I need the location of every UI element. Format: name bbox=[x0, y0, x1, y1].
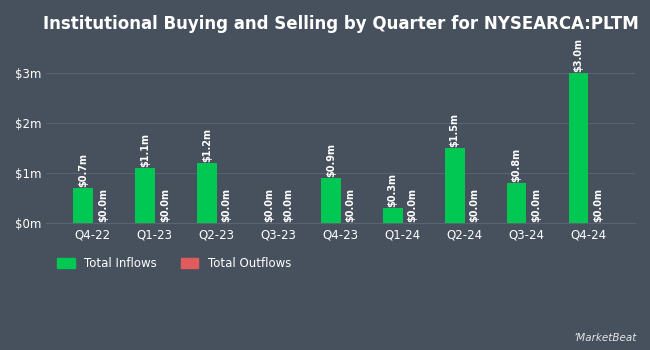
Title: Institutional Buying and Selling by Quarter for NYSEARCA:PLTM: Institutional Buying and Selling by Quar… bbox=[43, 15, 638, 33]
Text: $0.8m: $0.8m bbox=[512, 148, 521, 182]
Bar bbox=[445, 148, 465, 223]
Text: $1.2m: $1.2m bbox=[202, 128, 212, 162]
Text: $0.3m: $0.3m bbox=[387, 173, 398, 207]
Text: $0.0m: $0.0m bbox=[469, 188, 480, 222]
Text: $1.1m: $1.1m bbox=[140, 133, 150, 167]
Text: $0.0m: $0.0m bbox=[222, 188, 231, 222]
Bar bbox=[506, 183, 526, 223]
Bar bbox=[197, 163, 217, 223]
Legend: Total Inflows, Total Outflows: Total Inflows, Total Outflows bbox=[52, 252, 296, 275]
Text: $0.0m: $0.0m bbox=[532, 188, 541, 222]
Bar bbox=[73, 188, 93, 223]
Bar bbox=[383, 208, 402, 223]
Text: ’MarketBeat: ’MarketBeat bbox=[573, 333, 637, 343]
Text: $0.0m: $0.0m bbox=[98, 188, 108, 222]
Text: $0.0m: $0.0m bbox=[346, 188, 356, 222]
Text: $1.5m: $1.5m bbox=[450, 113, 460, 147]
Bar bbox=[569, 73, 588, 223]
Text: $0.0m: $0.0m bbox=[283, 188, 294, 222]
Text: $0.0m: $0.0m bbox=[160, 188, 170, 222]
Text: $0.0m: $0.0m bbox=[408, 188, 417, 222]
Bar bbox=[321, 178, 341, 223]
Text: $0.7m: $0.7m bbox=[78, 153, 88, 187]
Text: $0.0m: $0.0m bbox=[593, 188, 603, 222]
Text: $0.9m: $0.9m bbox=[326, 143, 336, 177]
Bar bbox=[135, 168, 155, 223]
Text: $0.0m: $0.0m bbox=[264, 188, 274, 222]
Text: $3.0m: $3.0m bbox=[573, 38, 584, 72]
